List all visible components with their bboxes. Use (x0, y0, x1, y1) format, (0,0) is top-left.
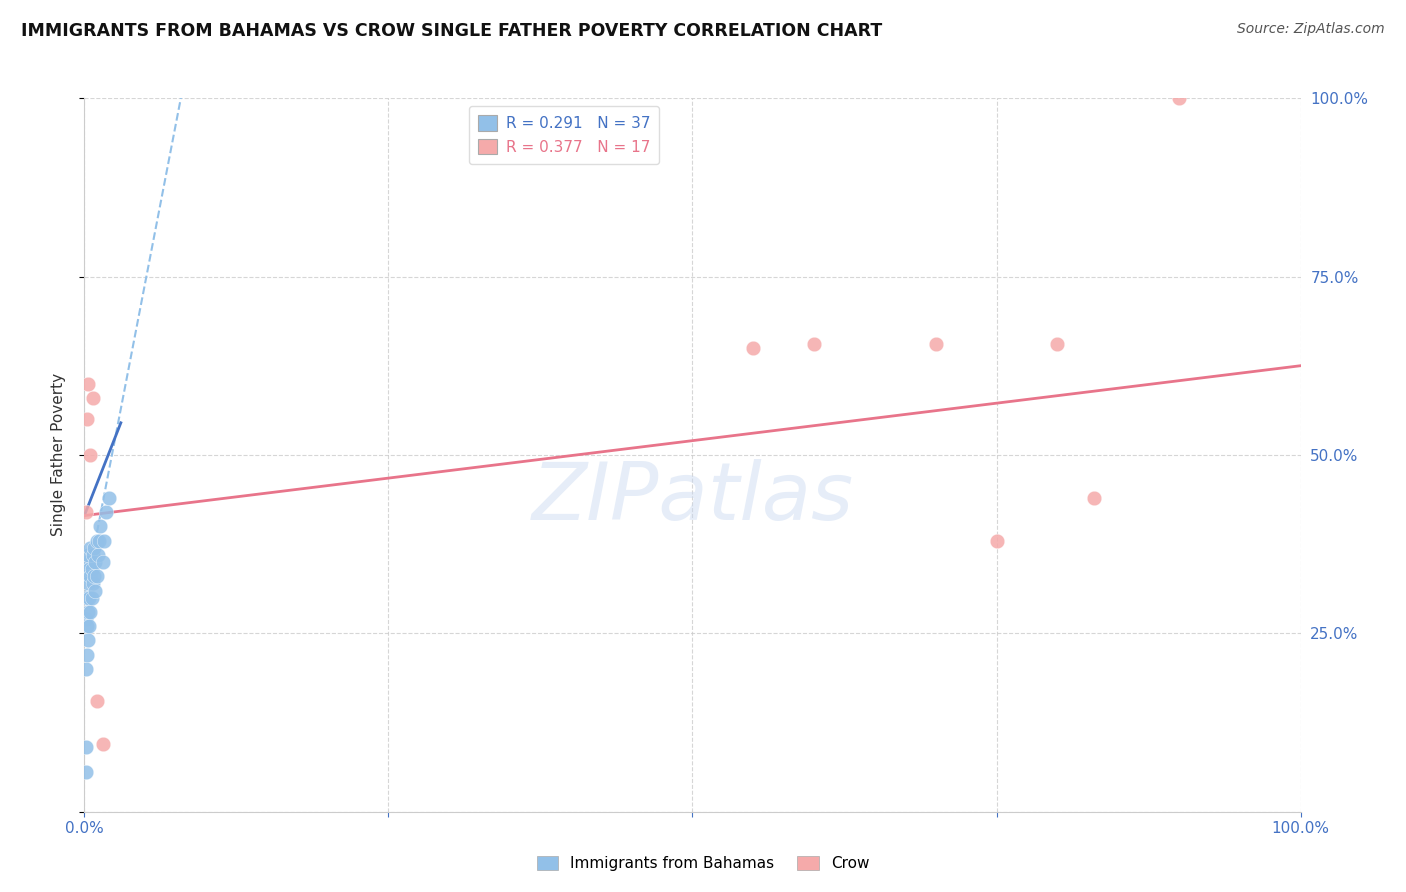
Point (1083, 491, 1105, 505)
Point (77, 591, 100, 605)
Point (77, 576, 100, 591)
Point (79, 605, 101, 619)
Point (76, 412, 98, 426)
Point (87, 548, 110, 562)
Point (93, 533, 115, 548)
Text: ZIPatlas: ZIPatlas (531, 458, 853, 537)
Point (986, 533, 1008, 548)
Point (83, 569, 105, 583)
Point (91, 737, 114, 751)
Point (82, 548, 104, 562)
Point (86, 569, 108, 583)
Point (77, 605, 100, 619)
Point (76, 555, 98, 569)
Point (97, 491, 120, 505)
Point (803, 337, 825, 351)
Point (87, 533, 110, 548)
Point (75, 765, 97, 780)
Point (86, 533, 108, 548)
Point (75, 505, 97, 519)
Point (84, 583, 107, 598)
Point (75, 662, 97, 676)
Point (84, 555, 107, 569)
Point (77, 633, 100, 648)
Point (925, 337, 948, 351)
Point (96, 505, 118, 519)
Point (1046, 337, 1069, 351)
Text: IMMIGRANTS FROM BAHAMAS VS CROW SINGLE FATHER POVERTY CORRELATION CHART: IMMIGRANTS FROM BAHAMAS VS CROW SINGLE F… (21, 22, 883, 40)
Point (75, 569, 97, 583)
Point (76, 619, 98, 633)
Y-axis label: Single Father Poverty: Single Father Poverty (51, 374, 66, 536)
Point (82, 576, 104, 591)
Point (89, 519, 111, 533)
Point (80, 562, 103, 576)
Legend: Immigrants from Bahamas, Crow: Immigrants from Bahamas, Crow (530, 849, 876, 877)
Point (77, 562, 100, 576)
Point (77, 548, 100, 562)
Point (83, 541, 105, 555)
Point (91, 555, 114, 569)
Point (77, 619, 100, 633)
Point (75, 740, 97, 755)
Point (1167, 91, 1189, 105)
Text: Source: ZipAtlas.com: Source: ZipAtlas.com (1237, 22, 1385, 37)
Point (82, 391, 104, 405)
Point (86, 694, 108, 708)
Point (77, 376, 100, 391)
Point (79, 448, 101, 462)
Point (75, 612, 97, 626)
Point (76, 591, 98, 605)
Legend: R = 0.291   N = 37, R = 0.377   N = 17: R = 0.291 N = 37, R = 0.377 N = 17 (470, 106, 659, 164)
Point (76, 648, 98, 662)
Point (79, 541, 101, 555)
Point (79, 569, 101, 583)
Point (742, 341, 765, 355)
Point (80, 591, 103, 605)
